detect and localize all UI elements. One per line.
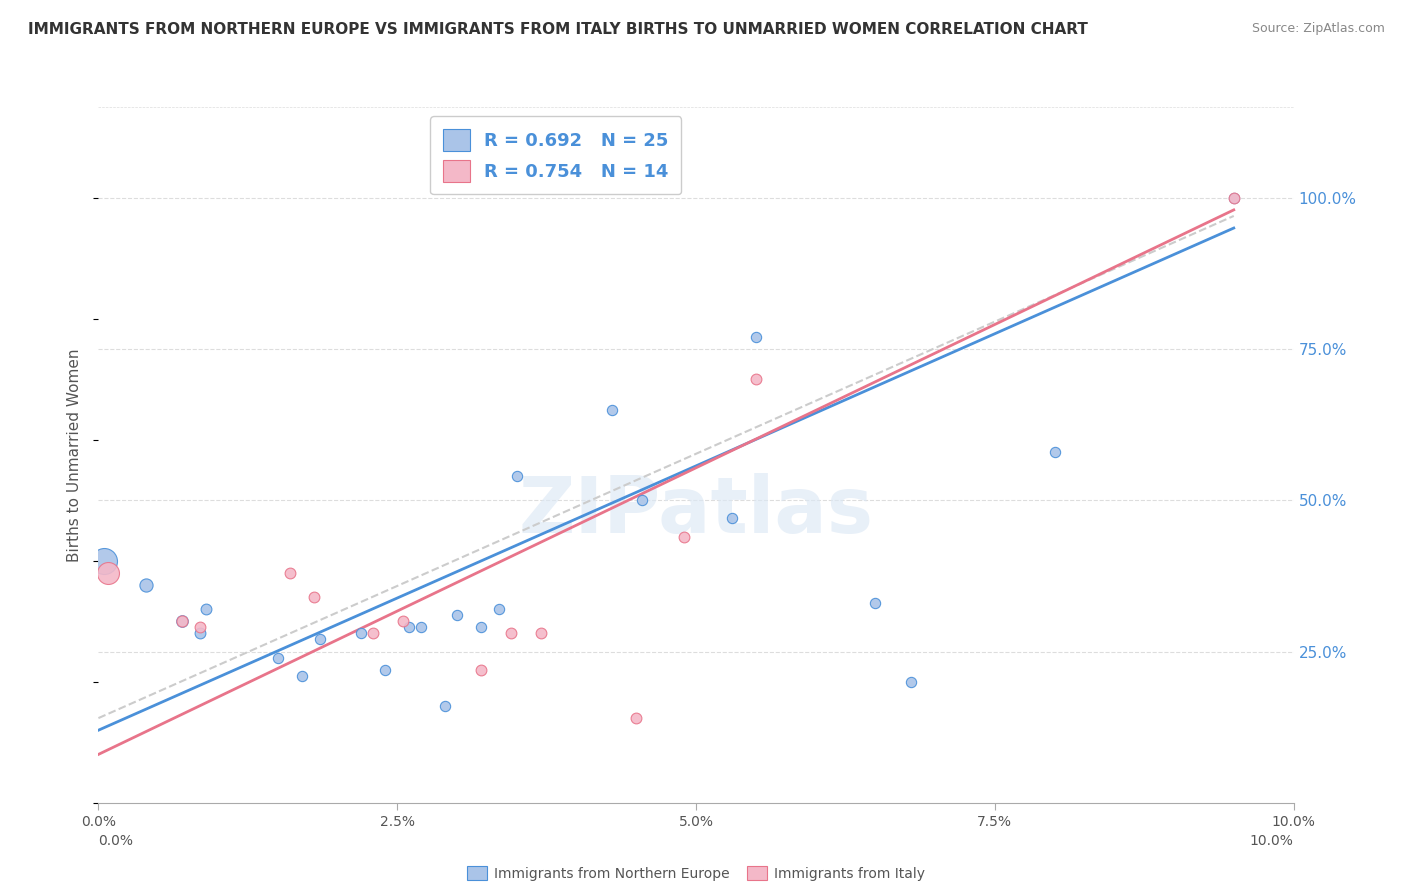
Point [1222, 191, 1246, 205]
Point [392, 615, 415, 629]
Point [308, 632, 330, 647]
Point [398, 620, 420, 634]
Point [290, 669, 312, 683]
Point [172, 615, 194, 629]
Text: IMMIGRANTS FROM NORTHERN EUROPE VS IMMIGRANTS FROM ITALY BIRTHS TO UNMARRIED WOM: IMMIGRANTS FROM NORTHERN EUROPE VS IMMIG… [28, 22, 1088, 37]
Point [470, 620, 492, 634]
Point [93, 554, 115, 568]
Point [900, 674, 922, 689]
Point [188, 620, 211, 634]
Point [506, 469, 529, 483]
Point [135, 578, 157, 592]
Text: ZIPatlas: ZIPatlas [519, 473, 873, 549]
Point [602, 402, 624, 417]
Point [626, 711, 648, 725]
Point [499, 626, 522, 640]
Point [97, 566, 120, 580]
Legend: Immigrants from Northern Europe, Immigrants from Italy: Immigrants from Northern Europe, Immigra… [461, 861, 931, 887]
Point [433, 698, 456, 713]
Point [673, 530, 696, 544]
Point [302, 590, 325, 604]
Point [745, 372, 768, 386]
Point [374, 663, 396, 677]
Point [172, 615, 194, 629]
Point [361, 626, 384, 640]
Point [1222, 191, 1246, 205]
Point [411, 620, 433, 634]
Point [1043, 445, 1066, 459]
Point [350, 626, 373, 640]
Point [863, 596, 887, 610]
Point [195, 602, 218, 616]
Text: Source: ZipAtlas.com: Source: ZipAtlas.com [1251, 22, 1385, 36]
Point [745, 330, 768, 344]
Point [488, 602, 510, 616]
Point [446, 608, 468, 623]
Point [267, 650, 290, 665]
Point [470, 663, 492, 677]
Point [188, 626, 211, 640]
Y-axis label: Births to Unmarried Women: Births to Unmarried Women [67, 348, 83, 562]
Text: 10.0%: 10.0% [1250, 834, 1294, 848]
Point [631, 493, 654, 508]
Point [278, 566, 301, 580]
Text: 0.0%: 0.0% [98, 834, 134, 848]
Point [720, 511, 742, 525]
Point [530, 626, 553, 640]
